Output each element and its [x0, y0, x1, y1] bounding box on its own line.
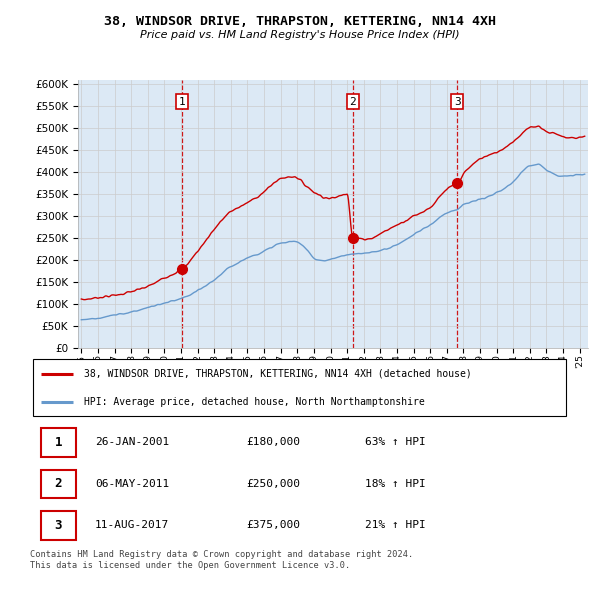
Text: Contains HM Land Registry data © Crown copyright and database right 2024.
This d: Contains HM Land Registry data © Crown c… [30, 550, 413, 570]
Text: 1: 1 [55, 436, 62, 449]
Text: 3: 3 [454, 97, 460, 107]
FancyBboxPatch shape [41, 428, 76, 457]
Text: 11-AUG-2017: 11-AUG-2017 [95, 520, 169, 530]
Text: HPI: Average price, detached house, North Northamptonshire: HPI: Average price, detached house, Nort… [84, 397, 425, 407]
Text: 63% ↑ HPI: 63% ↑ HPI [365, 437, 425, 447]
Text: £180,000: £180,000 [246, 437, 300, 447]
Text: 2: 2 [55, 477, 62, 490]
Text: 06-MAY-2011: 06-MAY-2011 [95, 479, 169, 489]
Text: 2: 2 [350, 97, 356, 107]
Text: 18% ↑ HPI: 18% ↑ HPI [365, 479, 425, 489]
Text: 26-JAN-2001: 26-JAN-2001 [95, 437, 169, 447]
Text: 21% ↑ HPI: 21% ↑ HPI [365, 520, 425, 530]
Text: Price paid vs. HM Land Registry's House Price Index (HPI): Price paid vs. HM Land Registry's House … [140, 30, 460, 40]
Text: 38, WINDSOR DRIVE, THRAPSTON, KETTERING, NN14 4XH (detached house): 38, WINDSOR DRIVE, THRAPSTON, KETTERING,… [84, 369, 472, 379]
Text: £250,000: £250,000 [246, 479, 300, 489]
Text: £375,000: £375,000 [246, 520, 300, 530]
Text: 1: 1 [179, 97, 186, 107]
Text: 38, WINDSOR DRIVE, THRAPSTON, KETTERING, NN14 4XH: 38, WINDSOR DRIVE, THRAPSTON, KETTERING,… [104, 15, 496, 28]
Text: 3: 3 [55, 519, 62, 532]
FancyBboxPatch shape [41, 470, 76, 498]
FancyBboxPatch shape [41, 511, 76, 540]
FancyBboxPatch shape [33, 359, 566, 417]
